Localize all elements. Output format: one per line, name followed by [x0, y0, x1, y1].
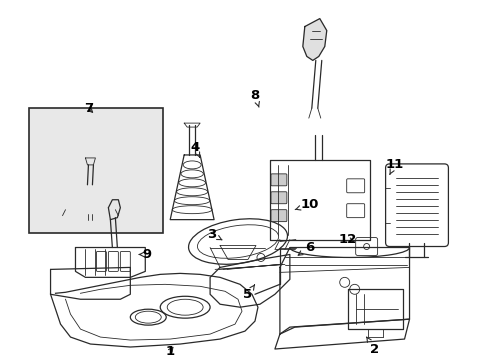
Text: 2: 2	[366, 337, 378, 356]
FancyBboxPatch shape	[270, 192, 286, 204]
FancyBboxPatch shape	[270, 174, 286, 186]
FancyBboxPatch shape	[270, 210, 286, 222]
Text: 3: 3	[207, 228, 222, 241]
Text: 6: 6	[298, 241, 314, 255]
Text: 12: 12	[338, 233, 356, 246]
Text: 4: 4	[190, 141, 200, 157]
Text: 1: 1	[165, 345, 174, 357]
Text: 7: 7	[84, 102, 93, 115]
Text: 10: 10	[295, 198, 318, 211]
Polygon shape	[302, 19, 326, 60]
Text: 5: 5	[243, 285, 254, 301]
Text: 9: 9	[139, 248, 152, 261]
Text: 8: 8	[250, 89, 259, 107]
Text: 11: 11	[385, 158, 403, 174]
FancyBboxPatch shape	[29, 108, 163, 233]
